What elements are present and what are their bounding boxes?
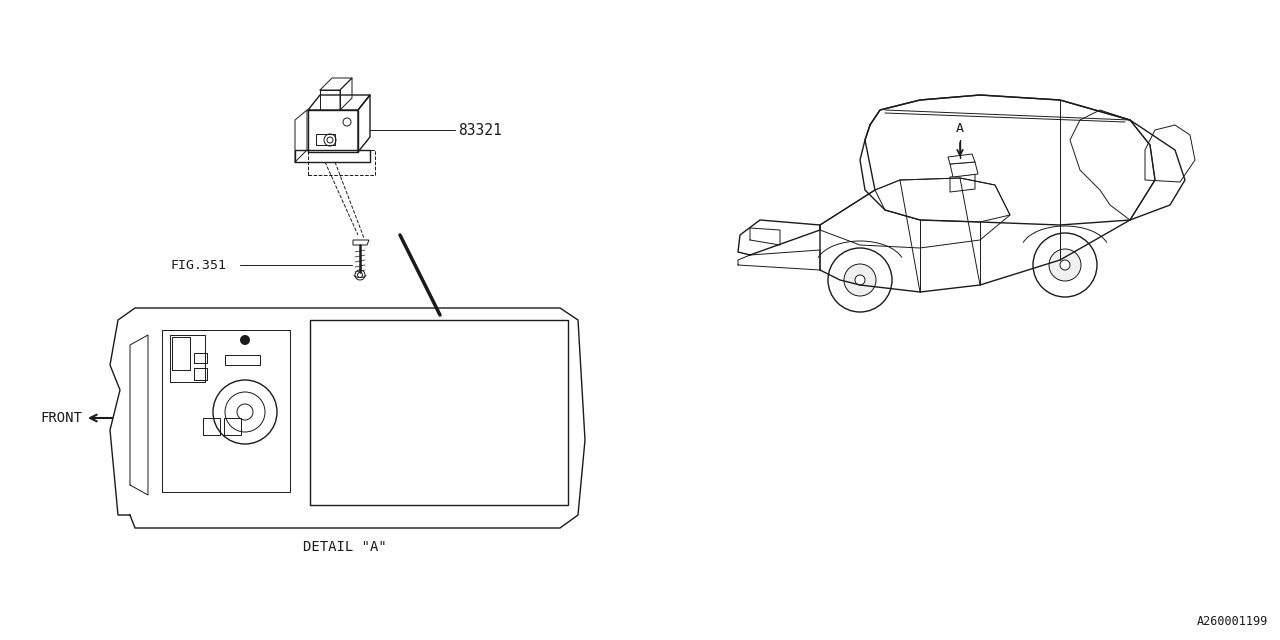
- Text: A: A: [956, 122, 964, 134]
- Circle shape: [1050, 249, 1082, 281]
- Polygon shape: [1146, 125, 1196, 182]
- Circle shape: [828, 248, 892, 312]
- Circle shape: [855, 275, 865, 285]
- Text: DETAIL "A": DETAIL "A": [303, 540, 387, 554]
- Circle shape: [1060, 260, 1070, 270]
- Circle shape: [241, 335, 250, 345]
- Text: FIG.351: FIG.351: [170, 259, 227, 271]
- Polygon shape: [950, 174, 975, 192]
- Circle shape: [1033, 233, 1097, 297]
- Text: 83321: 83321: [458, 122, 502, 138]
- Polygon shape: [950, 162, 978, 177]
- Text: FRONT: FRONT: [40, 411, 82, 425]
- Circle shape: [844, 264, 876, 296]
- Circle shape: [355, 270, 365, 280]
- Polygon shape: [353, 240, 369, 245]
- Text: A260001199: A260001199: [1197, 615, 1268, 628]
- Polygon shape: [948, 154, 975, 164]
